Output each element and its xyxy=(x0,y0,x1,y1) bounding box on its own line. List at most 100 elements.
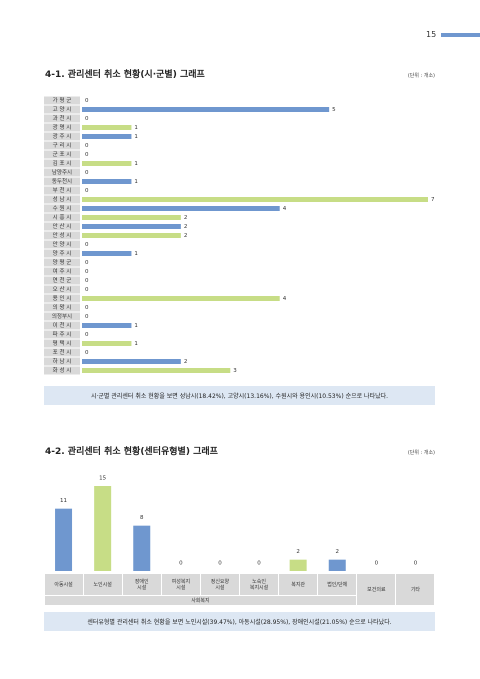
category-label: 고 양 시 xyxy=(53,105,72,113)
value-label: 0 xyxy=(85,287,89,293)
category-label: 성 남 시 xyxy=(53,195,72,203)
group-cell: 사회복지 xyxy=(44,596,357,605)
bar xyxy=(82,125,132,130)
value-label: 0 xyxy=(85,170,89,176)
bar xyxy=(82,233,181,238)
value-label: 0 xyxy=(85,350,89,356)
category-label: 평 택 시 xyxy=(53,340,72,347)
category-cell: 복지관 xyxy=(279,574,318,595)
header-bar xyxy=(441,33,480,37)
category-cell xyxy=(44,312,80,321)
category-label: 의 왕 시 xyxy=(53,303,72,311)
value-label: 1 xyxy=(134,179,138,185)
category-label: 안 양 시 xyxy=(53,240,72,248)
category-cell xyxy=(44,195,80,204)
value-label: 0 xyxy=(85,278,89,284)
category-cell xyxy=(44,348,80,357)
category-label: 용 인 시 xyxy=(53,295,72,302)
category-label: 연 천 군 xyxy=(53,276,72,284)
value-label: 0 xyxy=(85,98,89,104)
category-label: 부 천 시 xyxy=(53,186,72,194)
category-cell xyxy=(44,105,80,114)
value-label: 0 xyxy=(85,269,89,275)
category-label: 군 포 시 xyxy=(53,151,72,158)
category-label: 이 천 시 xyxy=(53,321,72,329)
category-label: 양 평 군 xyxy=(53,258,72,266)
value-label: 0 xyxy=(218,561,222,567)
category-cell: 노숙인 복지시설 xyxy=(240,574,279,595)
bar xyxy=(82,197,428,202)
value-label: 0 xyxy=(257,561,261,567)
value-label: 0 xyxy=(85,188,89,194)
category-label: 안 산 시 xyxy=(53,222,72,230)
category-cell xyxy=(44,132,80,141)
value-label: 1 xyxy=(134,251,138,257)
category-cell xyxy=(44,141,80,150)
value-label: 0 xyxy=(85,143,89,149)
category-cell xyxy=(44,150,80,159)
value-label: 4 xyxy=(283,206,287,212)
category-cell xyxy=(44,249,80,258)
bar xyxy=(55,508,73,571)
unit-label: (단위 : 개소) xyxy=(407,450,435,456)
section-title: 4-1. 관리센터 취소 현황(시·군별) 그래프 xyxy=(45,70,205,80)
category-cell xyxy=(44,267,80,276)
category-cell xyxy=(44,123,80,132)
category-cell xyxy=(44,258,80,267)
bar xyxy=(82,107,330,112)
bar xyxy=(82,134,132,139)
category-cell xyxy=(44,96,80,105)
value-label: 15 xyxy=(99,476,106,482)
value-label: 0 xyxy=(85,332,89,338)
bar xyxy=(82,296,280,301)
category-label: 하 남 시 xyxy=(53,357,72,365)
bar xyxy=(82,251,132,256)
category-label: 양 주 시 xyxy=(53,249,72,257)
value-label: 1 xyxy=(134,125,138,131)
value-label: 4 xyxy=(283,296,287,302)
value-label: 0 xyxy=(414,561,418,567)
category-cell: 아동시설 xyxy=(44,574,83,595)
category-label: 시 흥 시 xyxy=(53,213,72,221)
category-cell: 장애인 시설 xyxy=(122,574,161,595)
category-label: 과 천 시 xyxy=(53,114,72,122)
category-label: 오 산 시 xyxy=(53,285,72,293)
category-cell xyxy=(44,366,80,375)
category-label: 구 리 시 xyxy=(53,141,72,149)
bar xyxy=(82,368,231,373)
value-label: 8 xyxy=(140,515,144,521)
category-cell: 여성복지 시설 xyxy=(161,574,200,595)
category-cell xyxy=(44,294,80,303)
bar xyxy=(133,525,151,571)
category-label: 김 포 시 xyxy=(53,160,72,167)
category-cell: 기타 xyxy=(396,574,435,605)
bar xyxy=(94,486,112,571)
category-cell xyxy=(44,186,80,195)
note-box: 센터유형별 관리센터 취소 현황을 보면 노인시설(39.47%), 아동시설(… xyxy=(44,612,435,631)
category-cell xyxy=(44,231,80,240)
bar xyxy=(82,224,181,229)
category-cell xyxy=(44,285,80,294)
chart: 11 15 8 0 0 0 2 2 0 0 xyxy=(55,476,418,571)
value-label: 0 xyxy=(85,242,89,248)
category-label: 광 명 시 xyxy=(53,124,72,131)
value-label: 1 xyxy=(134,323,138,329)
category-label: 의정부시 xyxy=(52,313,72,320)
bar xyxy=(328,559,346,571)
value-label: 2 xyxy=(184,224,188,230)
category-label: 화 성 시 xyxy=(53,366,72,374)
category-cell xyxy=(44,330,80,339)
category-label: 남양주시 xyxy=(52,168,72,176)
category-cell xyxy=(44,159,80,168)
category-cell xyxy=(44,168,80,177)
chart: 가 평 군 0 고 양 시 5 과 천 시 0 광 명 시 1 광 주 시 1 구 리 시 0 군 포 … xyxy=(44,96,435,375)
value-label: 0 xyxy=(179,561,183,567)
category-cell xyxy=(44,303,80,312)
category-cell xyxy=(44,357,80,366)
category-cell xyxy=(44,276,80,285)
category-label: 여 주 시 xyxy=(53,267,72,275)
category-cell xyxy=(44,321,80,330)
category-cell: 보건의료 xyxy=(357,574,396,605)
value-label: 2 xyxy=(184,215,188,221)
value-label: 0 xyxy=(85,305,89,311)
